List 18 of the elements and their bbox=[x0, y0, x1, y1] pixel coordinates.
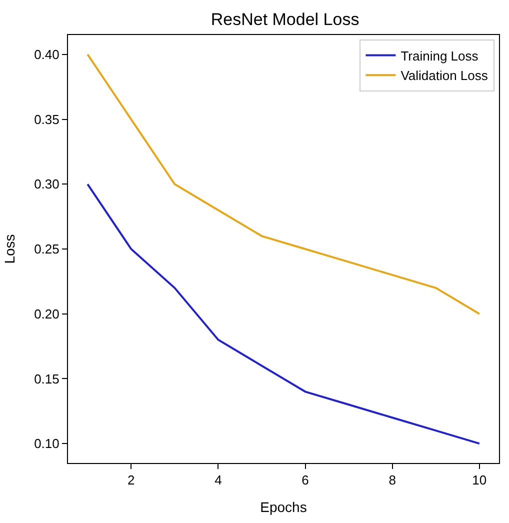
y-tick-label: 0.40 bbox=[34, 47, 60, 62]
x-axis-title: Epochs bbox=[260, 498, 307, 515]
line-series bbox=[86, 183, 480, 445]
chart-title: ResNet Model Loss bbox=[210, 10, 360, 29]
y-tick-label: 0.10 bbox=[34, 436, 60, 452]
legend-label: Training Loss bbox=[400, 48, 479, 64]
y-tick-label: 0.30 bbox=[34, 176, 60, 192]
y-tick-label: 0.25 bbox=[34, 242, 60, 257]
x-tick-label: 4 bbox=[214, 472, 222, 488]
legend-label: Validation Loss bbox=[400, 68, 488, 84]
x-tick-label: 2 bbox=[128, 472, 135, 488]
x-tick-label: 6 bbox=[302, 472, 309, 488]
x-tick-label: 8 bbox=[388, 472, 396, 488]
y-tick-label: 0.15 bbox=[34, 371, 60, 386]
y-axis-title: Loss bbox=[2, 234, 18, 264]
y-tick-label: 0.20 bbox=[34, 306, 60, 322]
y-tick-label: 0.35 bbox=[34, 112, 60, 127]
x-tick-label: 10 bbox=[472, 472, 487, 488]
